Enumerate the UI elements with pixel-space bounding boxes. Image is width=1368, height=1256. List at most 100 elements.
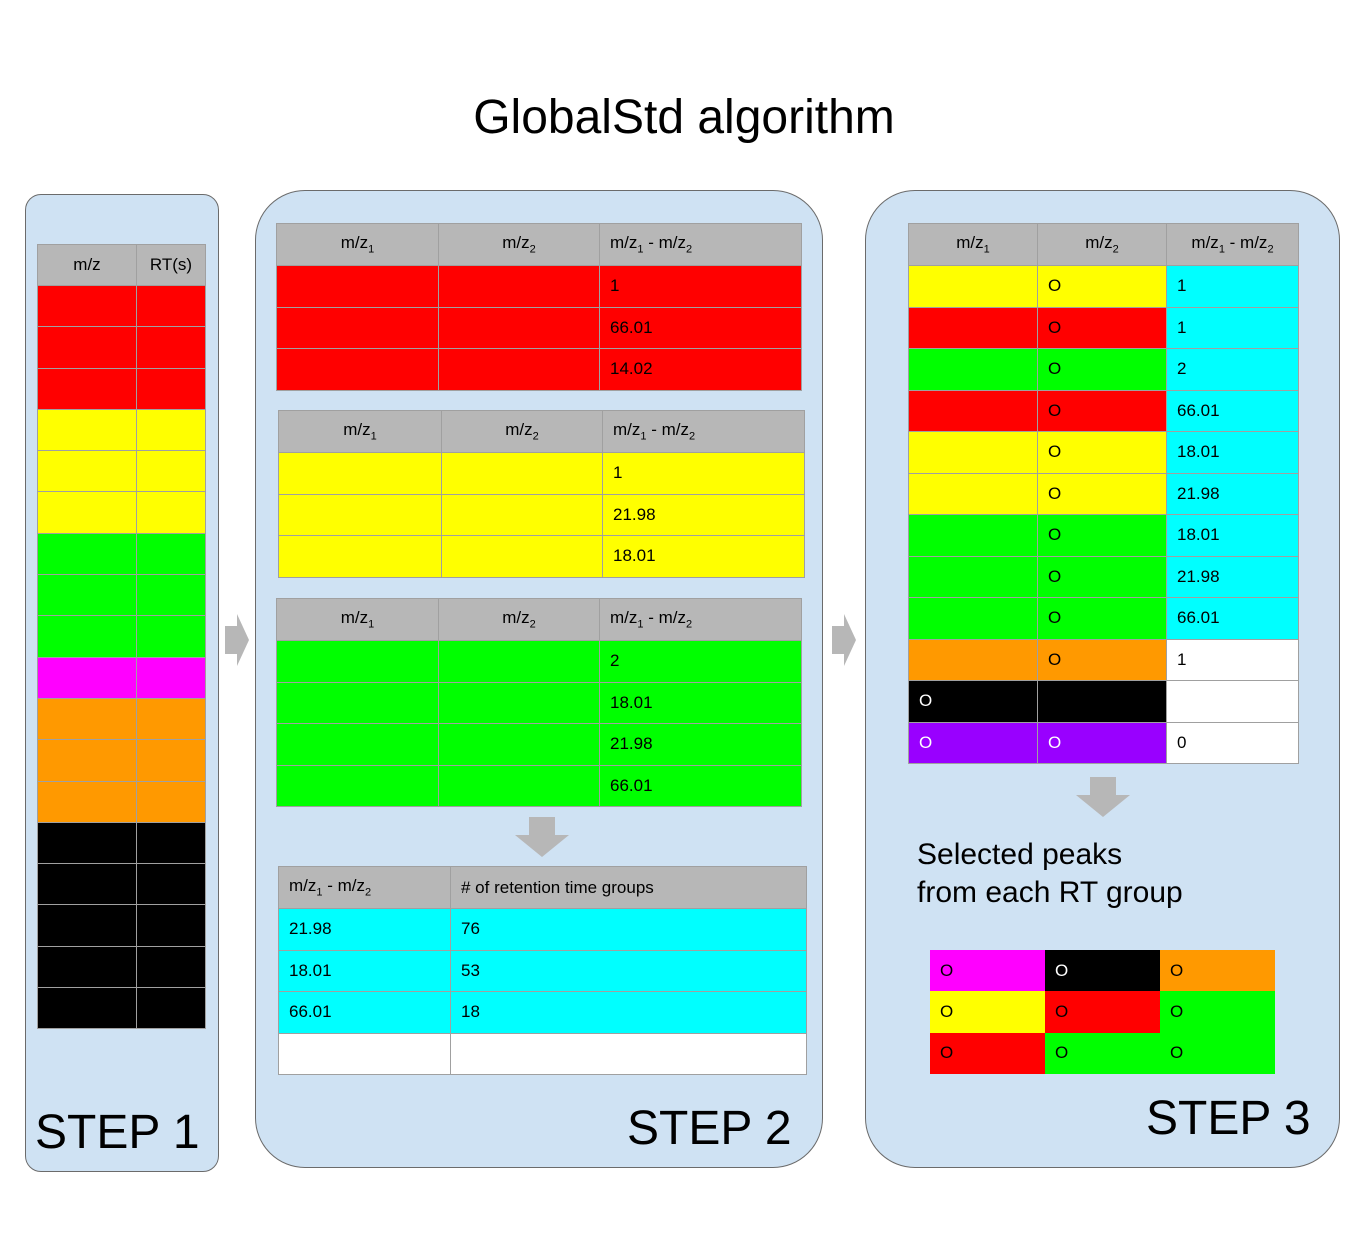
- step3-diff-cell: [1166, 680, 1299, 723]
- summary-count-cell: [450, 1032, 807, 1075]
- step3-mz2-cell: O: [1037, 389, 1167, 432]
- step1-rt-cell: [136, 739, 206, 782]
- step1-mz-cell: [37, 987, 137, 1030]
- step1-rt-cell: [136, 945, 206, 989]
- step1-row: [37, 821, 206, 865]
- step2-mz2-cell: [438, 306, 600, 349]
- step2-mz1-cell: [276, 681, 439, 724]
- step1-row: [37, 491, 206, 534]
- step2-pair-row: 66.01: [276, 306, 802, 349]
- step1-mz-cell: [37, 408, 137, 452]
- step2-mz2-cell: [438, 723, 600, 766]
- step3-mz2-cell: O: [1037, 348, 1167, 391]
- step1-row: [37, 326, 206, 369]
- step1-header-rt: RT(s): [136, 244, 206, 286]
- step3-mz1-cell: [908, 514, 1038, 557]
- step3-panel: m/z1 m/z2 m/z1 - m/z2 O 1 O 1 O 2 O 66.01 O 18.01…: [865, 190, 1340, 1168]
- step2-mz2-cell: [441, 452, 603, 495]
- summary-header-count: # of retention time groups: [450, 866, 807, 909]
- step2-mz2-cell: [438, 348, 600, 391]
- step3-header-mz1: m/z1: [908, 223, 1038, 266]
- step1-row: [37, 367, 206, 410]
- step1-row: [37, 450, 206, 493]
- step3-mz2-cell: O: [1037, 514, 1167, 557]
- step1-rt-cell: [136, 987, 206, 1030]
- step3-label: STEP 3: [1146, 1092, 1311, 1145]
- selected-peak-cell: O: [1045, 991, 1160, 1033]
- step2-mz1-cell: [276, 348, 439, 391]
- step3-diff-cell: 2: [1166, 348, 1299, 391]
- step1-row: [37, 656, 206, 699]
- step1-row: [37, 945, 206, 989]
- step3-diff-cell: 18.01: [1166, 514, 1299, 557]
- step1-row: [37, 863, 206, 906]
- step2-header-mz2: m/z2: [441, 410, 603, 453]
- step3-mz2-cell: O: [1037, 555, 1167, 598]
- step1-mz-cell: [37, 367, 137, 410]
- step1-mz-cell: [37, 574, 137, 617]
- selected-peak-cell: O: [1160, 950, 1275, 992]
- summary-diff-cell: [278, 1032, 451, 1075]
- step3-header-mz2: m/z2: [1037, 223, 1167, 266]
- step1-mz-cell: [37, 284, 137, 328]
- selected-peak-cell: O: [930, 991, 1045, 1033]
- step2-header-diff: m/z1 - m/z2: [599, 598, 802, 641]
- step2-summary-table: m/z1 - m/z2 # of retention time groups 2…: [278, 866, 807, 1075]
- step2-diff-cell: 1: [599, 265, 802, 308]
- step1-mz-cell: [37, 904, 137, 947]
- step3-diff-cell: 1: [1166, 638, 1299, 681]
- step2-mz2-cell: [441, 535, 603, 578]
- step2-pair-row: 14.02: [276, 348, 802, 391]
- step1-panel: m/z RT(s) STEP 1: [25, 194, 219, 1172]
- down-arrow-icon: [1076, 777, 1130, 817]
- step3-row: O 21.98: [908, 472, 1299, 515]
- step2-pair-row: 18.01: [276, 681, 802, 724]
- step2-diff-cell: 21.98: [599, 723, 802, 766]
- step1-row: [37, 574, 206, 617]
- step2-pair-row: 21.98: [278, 493, 805, 536]
- step3-mz2-cell: O: [1037, 265, 1167, 308]
- step3-diff-cell: 1: [1166, 265, 1299, 308]
- step1-mz-cell: [37, 780, 137, 823]
- step3-mz1-cell: [908, 555, 1038, 598]
- step1-rt-cell: [136, 697, 206, 741]
- step2-mz1-cell: [276, 265, 439, 308]
- selected-peak-cell: O: [1045, 1032, 1160, 1074]
- step3-diff-cell: 21.98: [1166, 472, 1299, 515]
- step3-row: O 21.98: [908, 555, 1299, 598]
- step1-mz-cell: [37, 863, 137, 906]
- step2-pair-table: m/z1 m/z2 m/z1 - m/z2 1 66.01 14.02: [276, 223, 802, 391]
- selected-peak-cell: O: [1160, 1032, 1275, 1074]
- step2-pair-row: 18.01: [278, 535, 805, 578]
- step3-mz1-cell: [908, 265, 1038, 308]
- step1-mz-cell: [37, 945, 137, 989]
- step2-mz1-cell: [276, 723, 439, 766]
- step3-mz2-cell: O: [1037, 472, 1167, 515]
- step2-mz2-cell: [438, 764, 600, 807]
- step1-rt-cell: [136, 491, 206, 534]
- step1-row: [37, 284, 206, 328]
- step3-mz1-cell: [908, 472, 1038, 515]
- step3-diff-cell: 18.01: [1166, 431, 1299, 474]
- step2-mz1-cell: [276, 306, 439, 349]
- step1-rt-cell: [136, 450, 206, 493]
- selected-peaks-caption: Selected peaks from each RT group: [917, 836, 1183, 912]
- step1-mz-cell: [37, 326, 137, 369]
- step2-pair-table: m/z1 m/z2 m/z1 - m/z2 2 18.01 21.98 66.01: [276, 598, 802, 807]
- summary-row: 18.01 53: [278, 949, 807, 992]
- step2-diff-cell: 1: [602, 452, 805, 495]
- step1-mz-cell: [37, 697, 137, 741]
- step1-mz-cell: [37, 532, 137, 576]
- step2-diff-cell: 18.01: [599, 681, 802, 724]
- step3-diff-cell: 0: [1166, 721, 1299, 764]
- step3-row: O 18.01: [908, 431, 1299, 474]
- step3-pair-table: m/z1 m/z2 m/z1 - m/z2 O 1 O 1 O 2 O 66.01 O 18.01…: [908, 223, 1299, 764]
- step1-row: [37, 408, 206, 452]
- step2-mz1-cell: [278, 452, 442, 495]
- step3-mz1-cell: O: [908, 680, 1038, 723]
